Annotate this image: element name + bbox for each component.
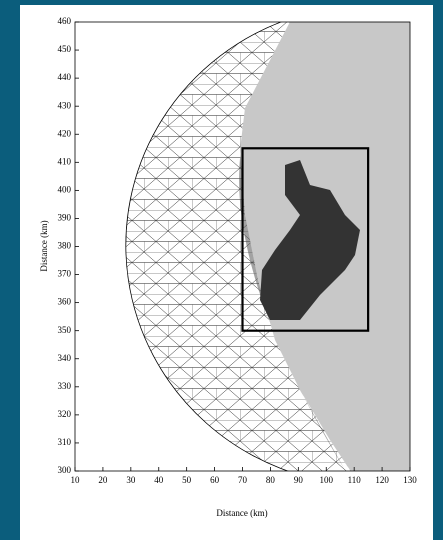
figure: Distance (km) Distance (km) 10 20 30 40 50 60… xyxy=(0,0,443,540)
y-tick-label: 410 xyxy=(58,156,72,166)
x-axis-label: Distance (km) xyxy=(216,508,267,518)
x-tick-label: 10 xyxy=(71,475,81,485)
x-tick-label: 120 xyxy=(375,475,389,485)
y-tick-label: 310 xyxy=(58,437,72,447)
y-tick-label: 360 xyxy=(58,297,72,307)
y-tick-label: 460 xyxy=(58,16,72,26)
x-tick-label: 110 xyxy=(348,475,362,485)
x-tick-label: 90 xyxy=(294,475,304,485)
y-tick-label: 390 xyxy=(58,213,72,223)
x-tick-label: 130 xyxy=(403,475,417,485)
x-tick-label: 60 xyxy=(210,475,220,485)
x-tick-label: 50 xyxy=(182,475,192,485)
y-tick-label: 450 xyxy=(58,44,72,54)
y-axis-label: Distance (km) xyxy=(39,220,49,271)
y-tick-label: 380 xyxy=(58,241,72,251)
y-tick-label: 300 xyxy=(58,465,72,475)
y-tick-label: 320 xyxy=(58,409,72,419)
y-tick-label: 420 xyxy=(58,128,72,138)
y-tick-label: 370 xyxy=(58,269,72,279)
x-tick-label: 100 xyxy=(320,475,334,485)
y-tick-label: 440 xyxy=(58,72,72,82)
x-tick-label: 30 xyxy=(126,475,136,485)
page: Distance (km) Distance (km) 10 20 30 40 50 60… xyxy=(0,0,443,540)
y-tick-label: 330 xyxy=(58,381,72,391)
y-tick-label: 400 xyxy=(58,184,72,194)
y-tick-label: 430 xyxy=(58,100,72,110)
y-tick-label: 350 xyxy=(58,325,72,335)
x-tick-label: 20 xyxy=(98,475,108,485)
x-tick-label: 80 xyxy=(266,475,276,485)
x-tick-label: 70 xyxy=(238,475,248,485)
x-tick-label: 40 xyxy=(154,475,164,485)
y-tick-label: 340 xyxy=(58,353,72,363)
